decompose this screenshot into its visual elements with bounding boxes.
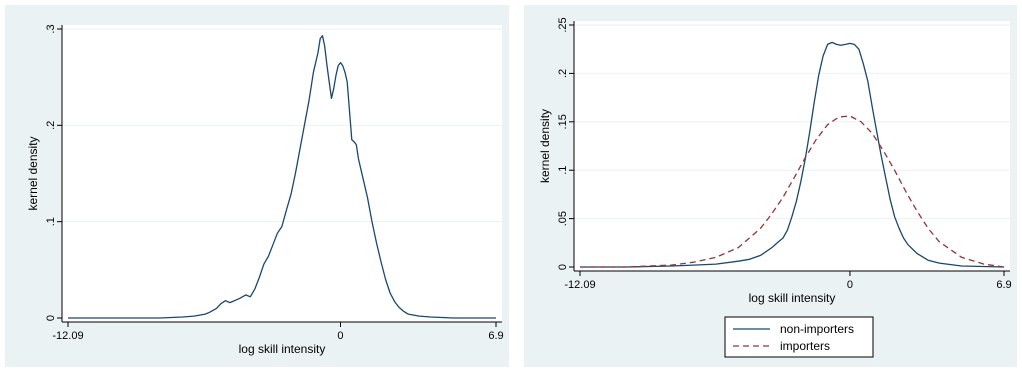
- right-y-tick-label: 0: [557, 264, 569, 270]
- left-y-axis-label: kernel density: [26, 136, 40, 210]
- right-chart-panel: 0 .05 .1 .15 .2 .25 -12.09 0 6.9 log skill intens…: [524, 5, 1017, 367]
- right-x-tick-label: 0: [847, 279, 853, 291]
- right-series-dashed-line: [580, 115, 1005, 268]
- right-y-tick-label: .15: [557, 114, 569, 129]
- left-x-axis-label: log skill intensity: [239, 342, 326, 356]
- left-y-tick-label: 0: [45, 315, 57, 321]
- right-legend-label: non-importers: [780, 322, 854, 336]
- right-series-solid-line: [580, 41, 1005, 268]
- right-x-axis-label: log skill intensity: [749, 291, 836, 305]
- left-chart-svg: 0 .1 .2 .3 -12.09 0 6.9 log skill intensity kern…: [26, 24, 504, 356]
- left-x-tick-label: 6.9: [488, 330, 503, 342]
- right-legend-label: importers: [780, 339, 830, 353]
- left-y-tick-label: .3: [45, 24, 57, 33]
- left-y-tick-label: .2: [45, 121, 57, 130]
- right-chart-svg: 0 .05 .1 .15 .2 .25 -12.09 0 6.9 log skill intens…: [538, 17, 1012, 358]
- right-x-tick-label: -12.09: [564, 279, 595, 291]
- right-x-tick-label: 6.9: [996, 279, 1011, 291]
- right-y-tick-label: .25: [557, 17, 569, 32]
- right-legend: [724, 316, 874, 358]
- right-y-tick-label: .05: [557, 211, 569, 226]
- left-x-tick-label: 0: [337, 330, 343, 342]
- left-y-tick-label: .1: [45, 217, 57, 226]
- right-y-tick-label: .1: [557, 166, 569, 175]
- right-y-tick-label: .2: [557, 69, 569, 78]
- left-plot-area: [62, 25, 502, 322]
- right-y-axis-label: kernel density: [538, 109, 552, 183]
- right-plot-area: [574, 21, 1010, 271]
- left-x-tick-label: -12.09: [52, 330, 83, 342]
- left-series-solid-line: [68, 35, 496, 319]
- left-chart-panel: 0 .1 .2 .3 -12.09 0 6.9 log skill intensity kern…: [5, 5, 509, 367]
